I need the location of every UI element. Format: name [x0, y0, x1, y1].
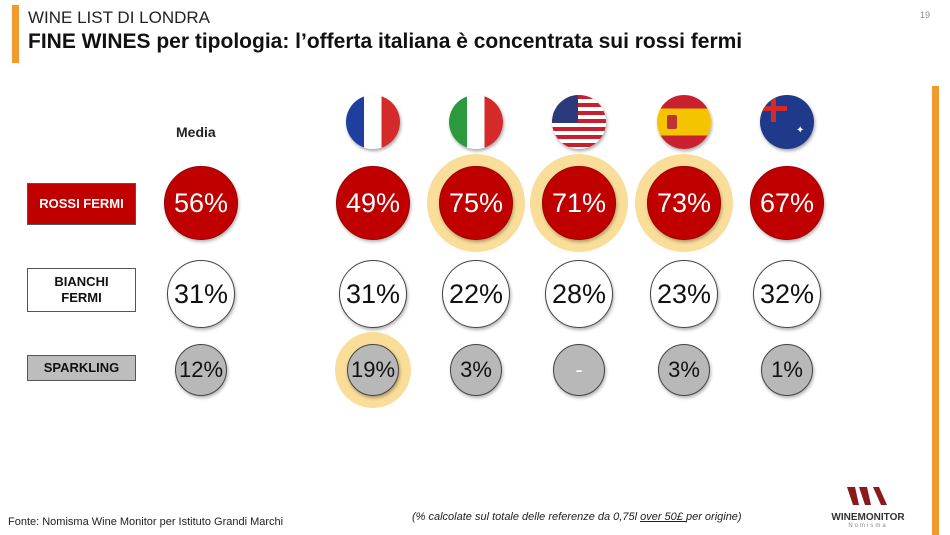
- value-circle-sparkling-italy: 3%: [450, 344, 502, 396]
- logo-text: WINEMONITOR: [831, 512, 905, 523]
- supertitle: WINE LIST DI LONDRA: [28, 8, 210, 27]
- value-circle-bianchi-fermi-italy: 22%: [442, 260, 510, 328]
- footnote-pre: (% calcolate sul totale delle referenze …: [412, 511, 641, 523]
- footnote: (% calcolate sul totale delle referenze …: [412, 511, 742, 523]
- value-circle-rossi-fermi-australia: 67%: [750, 166, 824, 240]
- accent-bar-left: [12, 5, 19, 63]
- value-circle-sparkling-usa: -: [553, 344, 605, 396]
- logo-subtext: Nomisma: [848, 523, 888, 529]
- media-label: Media: [176, 124, 216, 140]
- flag-usa-icon: [552, 95, 606, 149]
- value-circle-sparkling-media: 12%: [175, 344, 227, 396]
- footnote-post: per origine): [685, 511, 742, 523]
- footnote-underlined: over 50£: [640, 511, 686, 523]
- source-text: Fonte: Nomisma Wine Monitor per Istituto…: [8, 516, 284, 528]
- value-circle-bianchi-fermi-media: 31%: [167, 260, 235, 328]
- value-circle-rossi-fermi-spain: 73%: [647, 166, 721, 240]
- value-circle-sparkling-spain: 3%: [658, 344, 710, 396]
- flag-italy-icon: [449, 95, 503, 149]
- wine-monitor-logo: WINEMONITOR Nomisma: [828, 485, 908, 529]
- value-circle-rossi-fermi-france: 49%: [336, 166, 410, 240]
- value-circle-bianchi-fermi-usa: 28%: [545, 260, 613, 328]
- value-circle-rossi-fermi-italy: 75%: [439, 166, 513, 240]
- row-label-bianchi-fermi: BIANCHI FERMI: [27, 268, 136, 312]
- value-circle-rossi-fermi-media: 56%: [164, 166, 238, 240]
- accent-bar-right: [932, 86, 939, 535]
- value-circle-rossi-fermi-usa: 71%: [542, 166, 616, 240]
- value-circle-bianchi-fermi-france: 31%: [339, 260, 407, 328]
- value-circle-bianchi-fermi-australia: 32%: [753, 260, 821, 328]
- value-circle-sparkling-france: 19%: [347, 344, 399, 396]
- page-number: 19: [920, 10, 931, 20]
- value-circle-bianchi-fermi-spain: 23%: [650, 260, 718, 328]
- flag-spain-icon: [657, 95, 711, 149]
- wine-monitor-logo-icon: [847, 487, 887, 505]
- value-circle-sparkling-australia: 1%: [761, 344, 813, 396]
- flag-france-icon: [346, 95, 400, 149]
- row-label-rossi-fermi: ROSSI FERMI: [27, 183, 136, 225]
- row-label-sparkling: SPARKLING: [27, 355, 136, 381]
- flag-australia-icon: ✦: [760, 95, 814, 149]
- page-title: FINE WINES per tipologia: l’offerta ital…: [28, 30, 743, 53]
